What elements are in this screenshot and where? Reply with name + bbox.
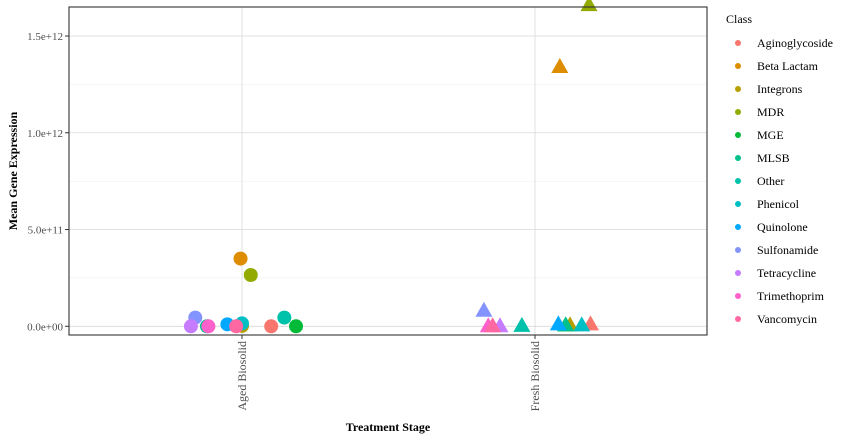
- data-points: [183, 0, 599, 334]
- legend-label: MLSB: [757, 151, 790, 165]
- data-point: [264, 319, 279, 334]
- legend-key: [735, 86, 741, 92]
- data-point: [580, 0, 598, 12]
- legend-label: Trimethoprim: [757, 289, 825, 303]
- data-point: [513, 316, 531, 332]
- legend-key: [735, 109, 741, 115]
- legend-label: Integrons: [757, 82, 803, 96]
- legend-key: [735, 155, 741, 161]
- legend-key: [735, 40, 741, 46]
- legend-label: Aginoglycoside: [757, 36, 833, 50]
- legend-key: [735, 201, 741, 207]
- legend-label: Tetracycline: [757, 266, 816, 280]
- y-tick-label: 1.5e+12: [27, 31, 63, 43]
- legend-label: Sulfonamide: [757, 243, 818, 257]
- y-tick-label: 0.0e+00: [27, 321, 63, 333]
- data-point: [289, 319, 304, 334]
- x-axis-ticks: Aged Biosolid Fresh Biosolid: [235, 335, 542, 411]
- legend-key: [735, 270, 741, 276]
- legend-label: Phenicol: [757, 197, 800, 211]
- data-point: [551, 57, 569, 73]
- x-axis-title: Treatment Stage: [346, 420, 431, 434]
- legend-label: MGE: [757, 128, 784, 142]
- legend-label: Beta Lactam: [757, 59, 819, 73]
- data-point: [475, 301, 493, 317]
- legend-key: [735, 293, 741, 299]
- x-tick-label: Aged Biosolid: [235, 341, 249, 411]
- plot-panel-border: [68, 6, 708, 336]
- legend-key: [735, 132, 741, 138]
- data-point: [549, 315, 567, 331]
- legend-title: Class: [726, 12, 752, 26]
- y-tick-label: 1.0e+12: [27, 128, 63, 140]
- y-tick-label: 5.0e+11: [28, 225, 63, 237]
- x-tick-label: Fresh Biosolid: [528, 341, 542, 411]
- y-axis-ticks: 0.0e+00 5.0e+11 1.0e+12 1.5e+12: [27, 31, 69, 333]
- legend-key: [735, 63, 741, 69]
- y-axis-title: Mean Gene Expression: [6, 111, 20, 230]
- legend: Class Aginoglycoside Beta Lactam Integrons…: [726, 12, 833, 326]
- data-point: [243, 268, 258, 283]
- data-point: [277, 310, 292, 325]
- legend-key: [735, 316, 741, 322]
- legend-key: [735, 178, 741, 184]
- grid-lines: [69, 7, 707, 335]
- legend-label: Quinolone: [757, 220, 808, 234]
- data-point: [573, 316, 591, 332]
- legend-label: MDR: [757, 105, 784, 119]
- data-point: [201, 319, 216, 334]
- data-point: [233, 251, 248, 266]
- data-point: [229, 319, 244, 334]
- legend-label: Vancomycin: [757, 312, 817, 326]
- legend-key: [735, 224, 741, 230]
- legend-label: Other: [757, 174, 784, 188]
- legend-key: [735, 247, 741, 253]
- data-point: [484, 317, 502, 333]
- data-point: [183, 319, 198, 334]
